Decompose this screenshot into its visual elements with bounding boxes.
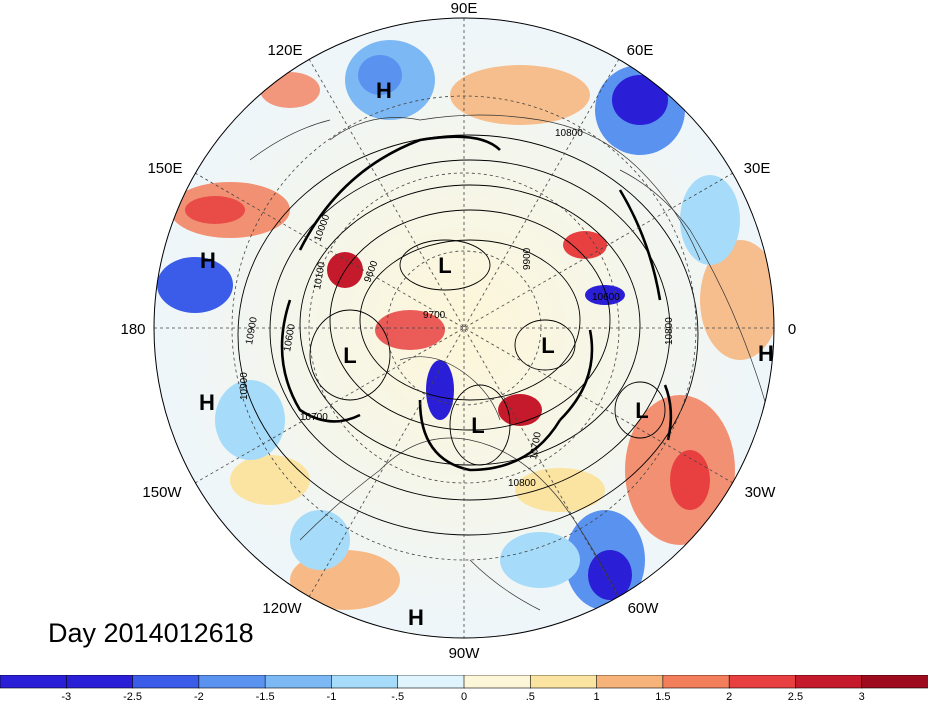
low-pressure-marker: L [343, 343, 356, 368]
contour-label: 10900 [239, 372, 250, 400]
colorbar-tick-label: 2.5 [788, 691, 803, 702]
coastlines [249, 114, 771, 611]
contour-label: 10600 [592, 292, 620, 303]
low-pressure-marker: L [471, 413, 484, 438]
lon-label-90w: 90W [449, 645, 481, 662]
anomaly-field [154, 18, 774, 638]
colorbar-cell [264, 675, 333, 689]
lon-label-120e: 120E [267, 42, 302, 59]
colorbar-tick-label: -3 [61, 691, 71, 702]
contour-label: 10800 [555, 128, 583, 139]
colorbar-cell [529, 675, 598, 689]
lon-label-150e: 150E [147, 160, 182, 177]
height-contours [237, 134, 699, 536]
high-pressure-marker: H [200, 248, 216, 273]
colorbar-tick-label: 1 [594, 691, 600, 702]
high-pressure-marker: H [199, 390, 215, 415]
colorbar-cell [198, 675, 266, 689]
lon-label-180: 180 [120, 321, 145, 338]
lon-label-120w: 120W [262, 600, 302, 617]
colorbar-tick-label: 2 [726, 691, 732, 702]
contour-label: 10800 [664, 317, 675, 345]
colorbar-tick-label: -2 [194, 691, 204, 702]
jet-contours [280, 135, 673, 472]
colorbar-tick-label: .5 [526, 691, 535, 702]
map-border [153, 17, 775, 639]
lon-label-90e: 90E [451, 0, 478, 17]
colorbar-cell [0, 675, 68, 689]
colorbar-cell [662, 675, 730, 689]
colorbar-tick-label: 0 [461, 691, 467, 702]
lon-label-150w: 150W [142, 484, 182, 501]
contour-label: 10800 [508, 478, 536, 489]
colorbar-cell [463, 675, 532, 689]
contour-label: 10900 [244, 316, 260, 346]
colorbar-cell [861, 675, 928, 689]
colorbar-cell [596, 675, 664, 689]
colorbar-cell [397, 675, 465, 689]
low-pressure-marker: L [635, 398, 648, 423]
high-pressure-marker: H [376, 78, 392, 103]
colorbar-tick-label: -1.5 [256, 691, 275, 702]
colorbar: -3 -2.5 -2 -1.5 -1 -.5 0 .5 1 1.5 2 2.5 3 [0, 675, 928, 702]
colorbar-tick-label: 3 [859, 691, 865, 702]
graticule [154, 18, 774, 638]
colorbar-ticks: -3 -2.5 -2 -1.5 -1 -.5 0 .5 1 1.5 2 2.5 3 [61, 691, 864, 702]
date-title: Day 2014012618 [48, 618, 254, 648]
lon-label-0: 0 [788, 321, 796, 338]
lon-label-30e: 30E [744, 160, 771, 177]
contour-label: 10100 [312, 261, 328, 291]
colorbar-cell [795, 675, 863, 689]
colorbar-cell [65, 675, 134, 689]
colorbar-cell [132, 675, 200, 689]
low-pressure-marker: L [438, 253, 451, 278]
lon-label-60e: 60E [627, 42, 654, 59]
colorbar-tick-label: -1 [327, 691, 337, 702]
contour-label: 9900 [522, 247, 533, 270]
lon-label-30w: 30W [745, 484, 777, 501]
contour-label: 9700 [423, 310, 446, 321]
high-pressure-marker: H [758, 341, 774, 366]
low-pressure-marker: L [541, 333, 554, 358]
colorbar-tick-label: -2.5 [123, 691, 142, 702]
colorbar-tick-label: 1.5 [655, 691, 670, 702]
colorbar-cell [728, 675, 797, 689]
lon-label-60w: 60W [628, 600, 660, 617]
contour-label: 10600 [282, 323, 298, 353]
colorbar-tick-label: -.5 [391, 691, 404, 702]
contour-label: 10700 [300, 412, 328, 423]
colorbar-cell [331, 675, 399, 689]
contour-label: 10700 [528, 431, 544, 461]
high-pressure-marker: H [408, 605, 424, 630]
colorbar-cells [0, 675, 928, 689]
